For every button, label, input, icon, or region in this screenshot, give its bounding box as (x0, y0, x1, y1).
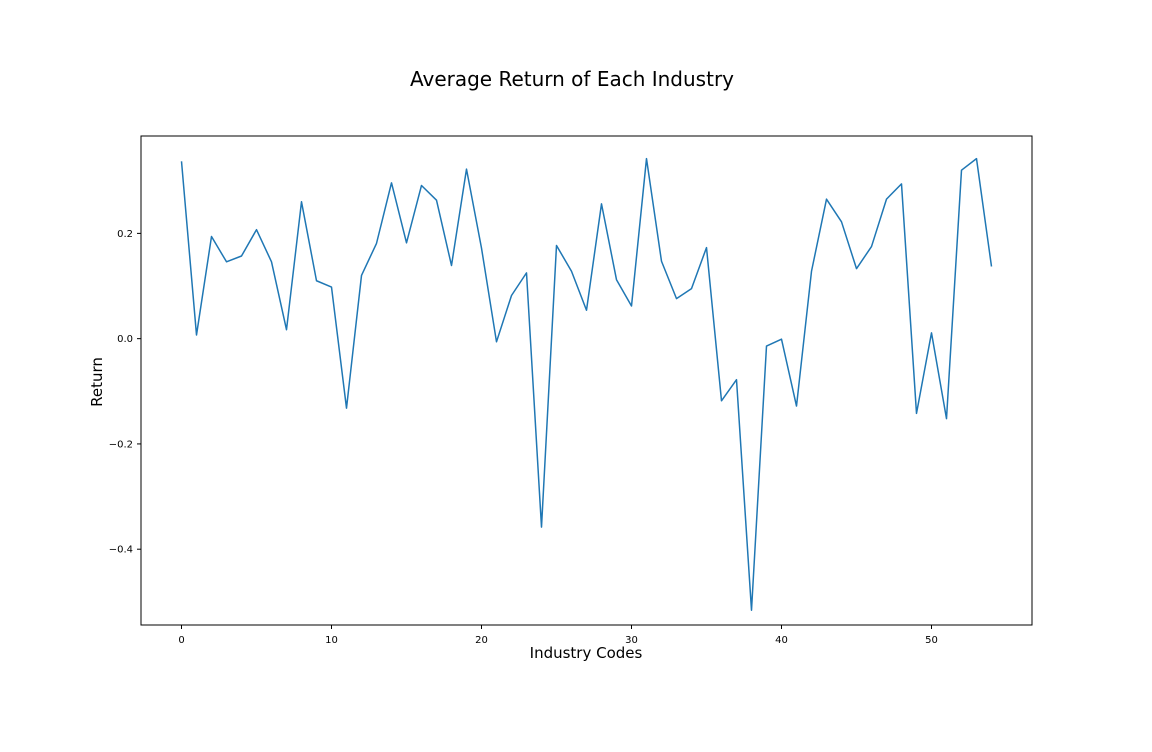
x-axis-ticks: 0 10 20 30 40 50 (178, 625, 938, 646)
x-tick-label: 30 (625, 635, 638, 646)
y-axis-label: Return (88, 357, 106, 407)
y-tick-label: −0.4 (109, 545, 133, 556)
x-tick-label: 50 (925, 635, 938, 646)
x-tick-label: 20 (475, 635, 488, 646)
x-axis-label: Industry Codes (530, 644, 643, 662)
plot-frame (140, 135, 1033, 626)
x-tick-label: 10 (325, 635, 338, 646)
x-tick-label: 0 (178, 635, 184, 646)
series-line (180, 157, 993, 612)
chart-title: Average Return of Each Industry (410, 67, 734, 91)
y-tick-label: 0.0 (117, 334, 133, 345)
y-tick-label: −0.2 (109, 439, 133, 450)
x-tick-label: 40 (775, 635, 788, 646)
y-axis-ticks: −0.4 −0.2 0.0 0.2 (109, 229, 141, 556)
y-tick-label: 0.2 (117, 229, 133, 240)
